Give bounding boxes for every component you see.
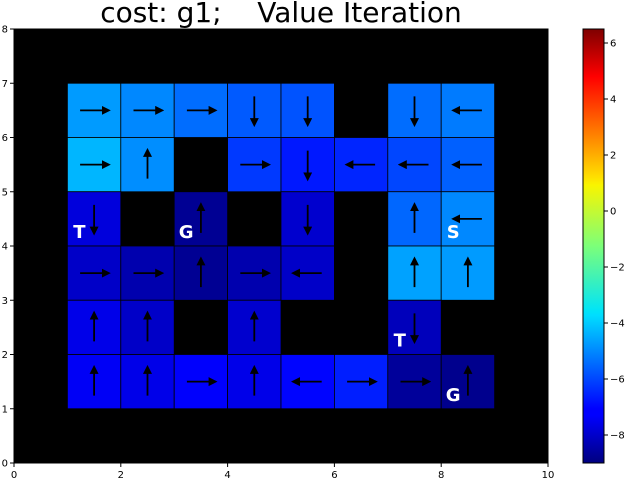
- colorbar-tick-label: 0: [610, 207, 616, 218]
- cell-label: G: [446, 385, 461, 406]
- x-axis: 0 2 4 6 8 10: [11, 463, 555, 480]
- y-tick-label: 2: [2, 350, 8, 361]
- chart-title: cost: g1; Value Iteration: [100, 0, 462, 29]
- y-axis: 0 1 2 3 4 5 6 7 8: [2, 25, 14, 470]
- x-tick-label: 6: [331, 470, 337, 480]
- colorbar: [582, 28, 605, 464]
- colorbar-tick-label: 4: [610, 95, 616, 106]
- y-tick-label: 1: [2, 404, 8, 415]
- colorbar-tick-label: 6: [610, 39, 616, 50]
- cell-labels: T G S T G: [73, 222, 460, 406]
- colorbar-axis: −8 −6 −4 −2 0 2 4 6: [604, 39, 625, 442]
- y-tick-label: 8: [2, 25, 8, 36]
- cells-layer: [67, 82, 496, 410]
- cell-label: S: [447, 222, 460, 243]
- x-tick-label: 8: [438, 470, 444, 480]
- y-tick-label: 4: [2, 242, 8, 253]
- colorbar-tick-label: 2: [610, 151, 616, 162]
- cell-label: T: [73, 222, 86, 243]
- colorbar-tick-label: −4: [610, 319, 625, 330]
- y-tick-label: 3: [2, 296, 8, 307]
- x-tick-label: 10: [542, 470, 555, 480]
- y-tick-label: 0: [2, 459, 8, 470]
- x-tick-label: 4: [224, 470, 230, 480]
- colorbar-tick-label: −6: [610, 375, 625, 386]
- y-tick-label: 5: [2, 187, 8, 198]
- y-tick-label: 6: [2, 133, 8, 144]
- cell-label: G: [179, 222, 194, 243]
- x-tick-label: 2: [118, 470, 124, 480]
- colorbar-tick-label: −2: [610, 263, 625, 274]
- y-tick-label: 7: [2, 79, 8, 90]
- cell-label: T: [394, 331, 407, 352]
- x-tick-label: 0: [11, 470, 17, 480]
- policy-arrows: [80, 96, 482, 396]
- colorbar-tick-label: −8: [610, 431, 625, 442]
